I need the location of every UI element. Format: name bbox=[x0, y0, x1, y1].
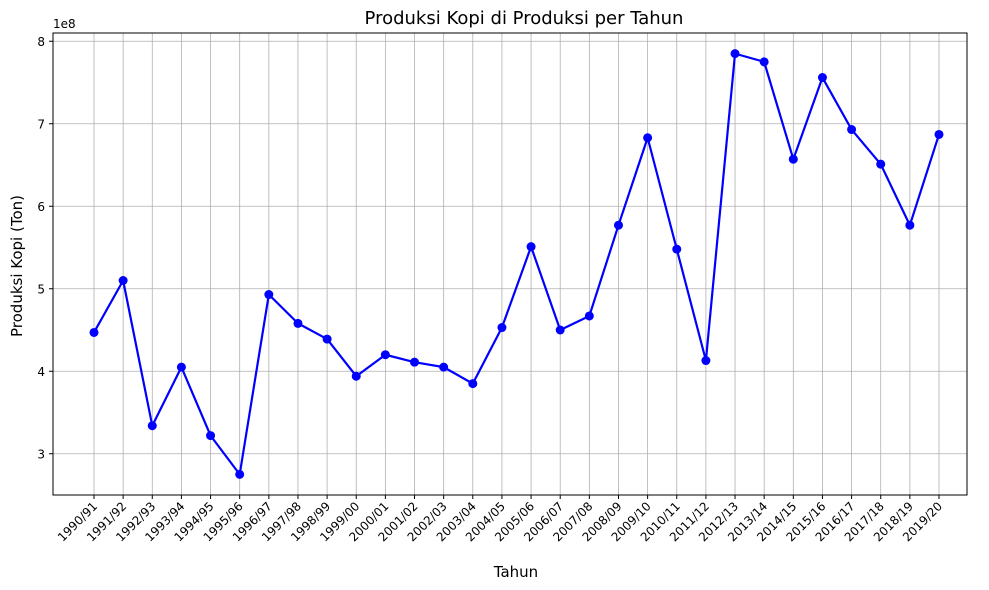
data-point bbox=[643, 133, 653, 143]
y-axis-scale-label: 1e8 bbox=[53, 17, 76, 31]
chart-title: Produksi Kopi di Produksi per Tahun bbox=[365, 8, 684, 29]
data-point bbox=[730, 49, 740, 59]
data-point bbox=[264, 290, 274, 300]
y-tick-label: 6 bbox=[37, 200, 45, 214]
data-point bbox=[118, 276, 128, 285]
data-point bbox=[235, 469, 245, 479]
data-point bbox=[934, 129, 944, 139]
data-point bbox=[497, 323, 507, 333]
data-point bbox=[89, 327, 99, 337]
data-point bbox=[905, 220, 915, 230]
y-tick-label: 5 bbox=[37, 282, 45, 296]
y-axis: 3 4 5 6 7 8 bbox=[37, 35, 53, 461]
data-point bbox=[847, 125, 857, 135]
y-axis-label: Produksi Kopi (Ton) bbox=[8, 195, 26, 337]
data-point bbox=[468, 379, 478, 389]
grid bbox=[53, 33, 967, 495]
data-point bbox=[759, 57, 769, 67]
y-tick-label: 8 bbox=[37, 35, 45, 49]
data-point bbox=[701, 356, 711, 366]
data-point bbox=[147, 421, 157, 431]
data-point bbox=[176, 362, 186, 372]
data-point bbox=[788, 154, 798, 164]
y-tick-label: 3 bbox=[37, 447, 45, 461]
x-axis-label: Tahun bbox=[493, 563, 538, 581]
data-point bbox=[672, 244, 682, 254]
data-point bbox=[613, 220, 623, 230]
data-point bbox=[322, 334, 332, 344]
data-point bbox=[380, 350, 390, 360]
data-point bbox=[584, 311, 594, 321]
data-point bbox=[206, 431, 216, 441]
data-point bbox=[410, 357, 420, 367]
plot-frame bbox=[52, 32, 968, 496]
data-point bbox=[555, 325, 565, 335]
y-tick-label: 7 bbox=[37, 117, 45, 131]
data-point bbox=[876, 159, 886, 169]
data-point bbox=[351, 371, 361, 381]
data-point bbox=[817, 73, 827, 83]
data-points bbox=[89, 49, 944, 479]
y-tick-label: 4 bbox=[37, 365, 45, 379]
data-point bbox=[293, 318, 303, 328]
data-point bbox=[439, 362, 449, 372]
data-point bbox=[526, 242, 536, 252]
series-line bbox=[93, 52, 941, 476]
